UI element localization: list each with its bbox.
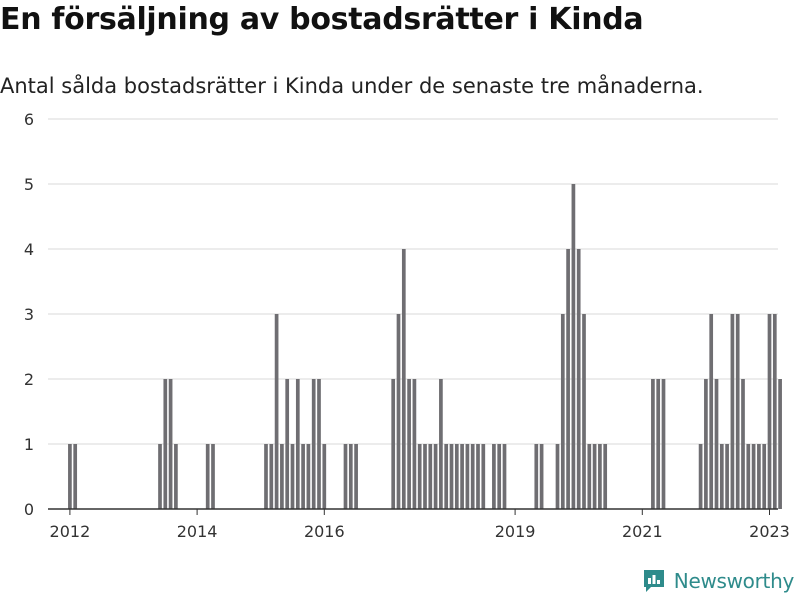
bar [746, 444, 751, 509]
bar [730, 314, 735, 509]
x-tick-label: 2021 [622, 522, 663, 541]
bar [587, 444, 592, 509]
bar [444, 444, 449, 509]
x-tick-label: 2012 [50, 522, 91, 541]
x-tick-label: 2016 [304, 522, 345, 541]
bar [566, 249, 570, 509]
y-tick-label: 4 [24, 240, 34, 259]
y-tick-label: 5 [24, 175, 34, 194]
bar [290, 444, 295, 509]
bar [598, 444, 602, 509]
bar [767, 314, 772, 509]
y-tick-label: 2 [24, 370, 34, 389]
bar [211, 444, 215, 509]
bar [295, 379, 300, 509]
bar [280, 444, 284, 509]
bar [481, 444, 486, 509]
bar [709, 314, 714, 509]
bar [264, 444, 268, 509]
y-tick-label: 1 [24, 435, 34, 454]
bar [592, 444, 597, 509]
bar [285, 379, 290, 509]
bar [449, 444, 454, 509]
bar [343, 444, 348, 509]
y-tick-label: 0 [24, 500, 34, 519]
y-tick-label: 6 [24, 110, 34, 129]
bar [465, 444, 470, 509]
bar [73, 444, 78, 509]
bar [158, 444, 162, 509]
y-tick-label: 3 [24, 305, 34, 324]
newsworthy-icon [643, 570, 664, 592]
bar [725, 444, 729, 509]
bar [571, 184, 576, 509]
bar [428, 444, 433, 509]
bar [322, 444, 327, 509]
chart-subtitle: Antal sålda bostadsrätter i Kinda under … [0, 74, 704, 98]
bar [539, 444, 544, 509]
bar [502, 444, 507, 509]
bar [269, 444, 274, 509]
bar [476, 444, 480, 509]
bar [433, 444, 438, 509]
bar [698, 444, 703, 509]
bar [348, 444, 353, 509]
bar [163, 379, 168, 509]
bar [735, 314, 740, 509]
bar [751, 444, 756, 509]
bar [470, 444, 475, 509]
bar [656, 379, 661, 509]
bar [460, 444, 464, 509]
bar [174, 444, 178, 509]
bar [704, 379, 708, 509]
bar [772, 314, 777, 509]
bar [301, 444, 305, 509]
bar [68, 444, 72, 509]
bar [661, 379, 666, 509]
bar [274, 314, 279, 509]
bar [555, 444, 560, 509]
bar [423, 444, 427, 509]
bar [582, 314, 586, 509]
newsworthy-logo: Newsworthy [642, 568, 794, 594]
bar [205, 444, 210, 509]
bar [603, 444, 608, 509]
bar [396, 314, 401, 509]
bar [317, 379, 321, 509]
bar [417, 444, 422, 509]
bar [492, 444, 496, 509]
bar [412, 379, 417, 509]
bar [714, 379, 719, 509]
brand-name: Newsworthy [673, 569, 795, 593]
bar [576, 249, 581, 509]
bar [741, 379, 745, 509]
bar [391, 379, 396, 509]
bar [534, 444, 539, 509]
bar [778, 379, 782, 509]
chart-title: En försäljning av bostadsrätter i Kinda [0, 2, 644, 37]
bar [454, 444, 459, 509]
bar [306, 444, 311, 509]
bar [762, 444, 767, 509]
bar [311, 379, 316, 509]
x-tick-label: 2014 [177, 522, 218, 541]
bar [407, 379, 411, 509]
bar [168, 379, 173, 509]
x-tick-label: 2019 [495, 522, 536, 541]
bar [719, 444, 724, 509]
bar [560, 314, 565, 509]
bar [497, 444, 502, 509]
bar [651, 379, 655, 509]
x-tick-label: 2023 [749, 522, 790, 541]
bar [354, 444, 358, 509]
bar [401, 249, 406, 509]
bar [439, 379, 443, 509]
bar [757, 444, 761, 509]
